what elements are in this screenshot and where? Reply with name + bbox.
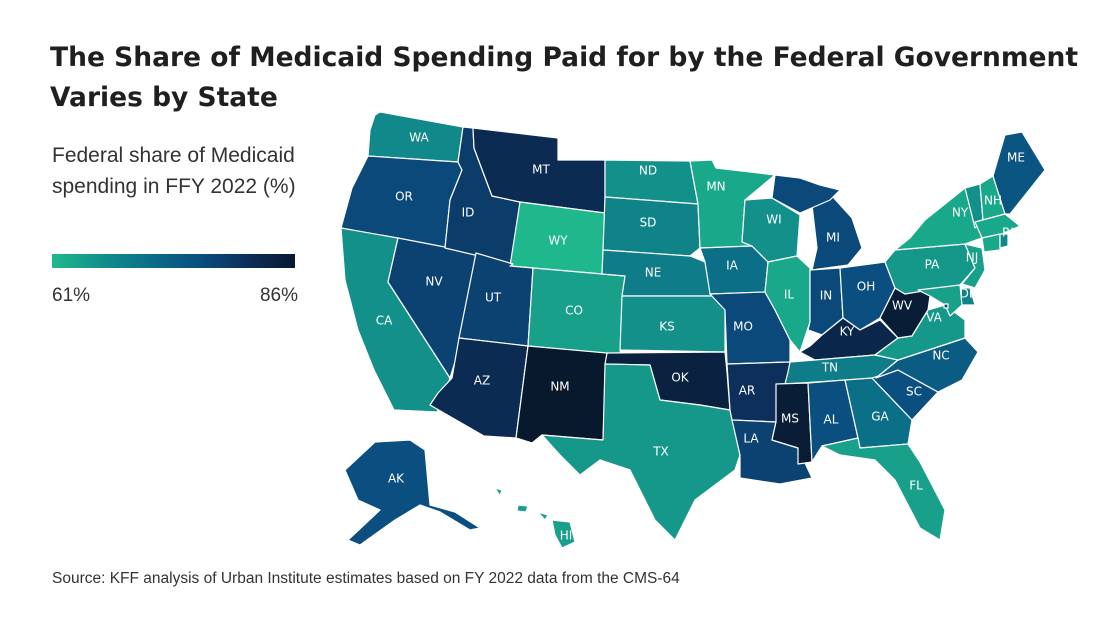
state-ct[interactable] xyxy=(981,233,1001,253)
state-nj[interactable] xyxy=(961,243,986,289)
state-label: RI xyxy=(1002,226,1014,240)
state-label: WA xyxy=(409,131,429,145)
state-md[interactable] xyxy=(917,284,963,317)
state-label: WY xyxy=(548,234,568,248)
state-label: OR xyxy=(395,190,413,204)
legend-gradient-bar xyxy=(52,254,295,268)
state-ri[interactable] xyxy=(999,233,1009,249)
state-label: TN xyxy=(821,361,838,375)
state-label: DE xyxy=(960,287,977,301)
state-label: AL xyxy=(824,413,839,427)
state-label: ID xyxy=(462,206,475,220)
state-label: MT xyxy=(532,163,550,177)
state-label: MI xyxy=(826,231,840,245)
state-label: LA xyxy=(743,432,759,446)
state-label: UT xyxy=(485,291,502,305)
state-label: HI xyxy=(560,529,573,543)
state-label: MN xyxy=(706,180,725,194)
state-hi[interactable] xyxy=(494,487,576,549)
state-label: KY xyxy=(840,325,855,339)
state-nm[interactable] xyxy=(515,345,608,444)
state-label: AR xyxy=(739,384,756,398)
state-ma[interactable] xyxy=(974,213,1021,239)
state-mi[interactable] xyxy=(811,195,863,271)
state-label: CO xyxy=(565,304,583,318)
state-label: NE xyxy=(645,266,662,280)
state-label: NM xyxy=(550,380,569,394)
chart-title: The Share of Medicaid Spending Paid for … xyxy=(50,42,1079,113)
state-label: ME xyxy=(1007,151,1025,165)
state-fl[interactable] xyxy=(821,437,946,541)
legend-title: Federal share of Medicaid spending in FF… xyxy=(52,144,296,198)
state-label: CA xyxy=(376,314,393,328)
state-label: AZ xyxy=(474,374,490,388)
state-tx[interactable] xyxy=(541,363,741,541)
state-label: WI xyxy=(766,213,781,227)
legend-min-label: 61% xyxy=(52,285,91,306)
state-label: FL xyxy=(909,479,923,493)
state-ak[interactable] xyxy=(344,439,481,546)
state-label: NY xyxy=(952,206,969,220)
state-label: SD xyxy=(640,216,657,230)
state-label: NJ xyxy=(966,251,979,265)
state-label: PA xyxy=(925,258,940,272)
state-label: IA xyxy=(726,259,739,273)
state-label: ND xyxy=(639,164,657,178)
state-label: MO xyxy=(733,320,753,334)
state-label: VA xyxy=(926,311,942,325)
state-label: SC xyxy=(906,385,922,399)
state-label: OH xyxy=(857,280,875,294)
state-sd[interactable] xyxy=(602,196,701,257)
state-label: NC xyxy=(932,349,949,363)
state-label: MS xyxy=(781,412,799,426)
state-dc[interactable] xyxy=(943,303,949,309)
state-label: NV xyxy=(425,275,443,289)
state-label: NH xyxy=(984,194,1002,208)
state-label: KS xyxy=(659,320,675,334)
state-label: IL xyxy=(784,288,795,302)
state-mi-upper[interactable] xyxy=(771,174,841,214)
source-note: Source: KFF analysis of Urban Institute … xyxy=(52,570,680,587)
state-label: GA xyxy=(871,410,889,424)
state-label: WV xyxy=(892,299,913,313)
legend-max-label: 86% xyxy=(259,285,298,306)
state-ks[interactable] xyxy=(619,295,726,353)
state-label: AK xyxy=(388,472,405,486)
state-va[interactable] xyxy=(874,304,966,361)
state-label: OK xyxy=(671,371,689,385)
state-label: IN xyxy=(820,289,833,303)
state-label: TX xyxy=(652,445,669,459)
